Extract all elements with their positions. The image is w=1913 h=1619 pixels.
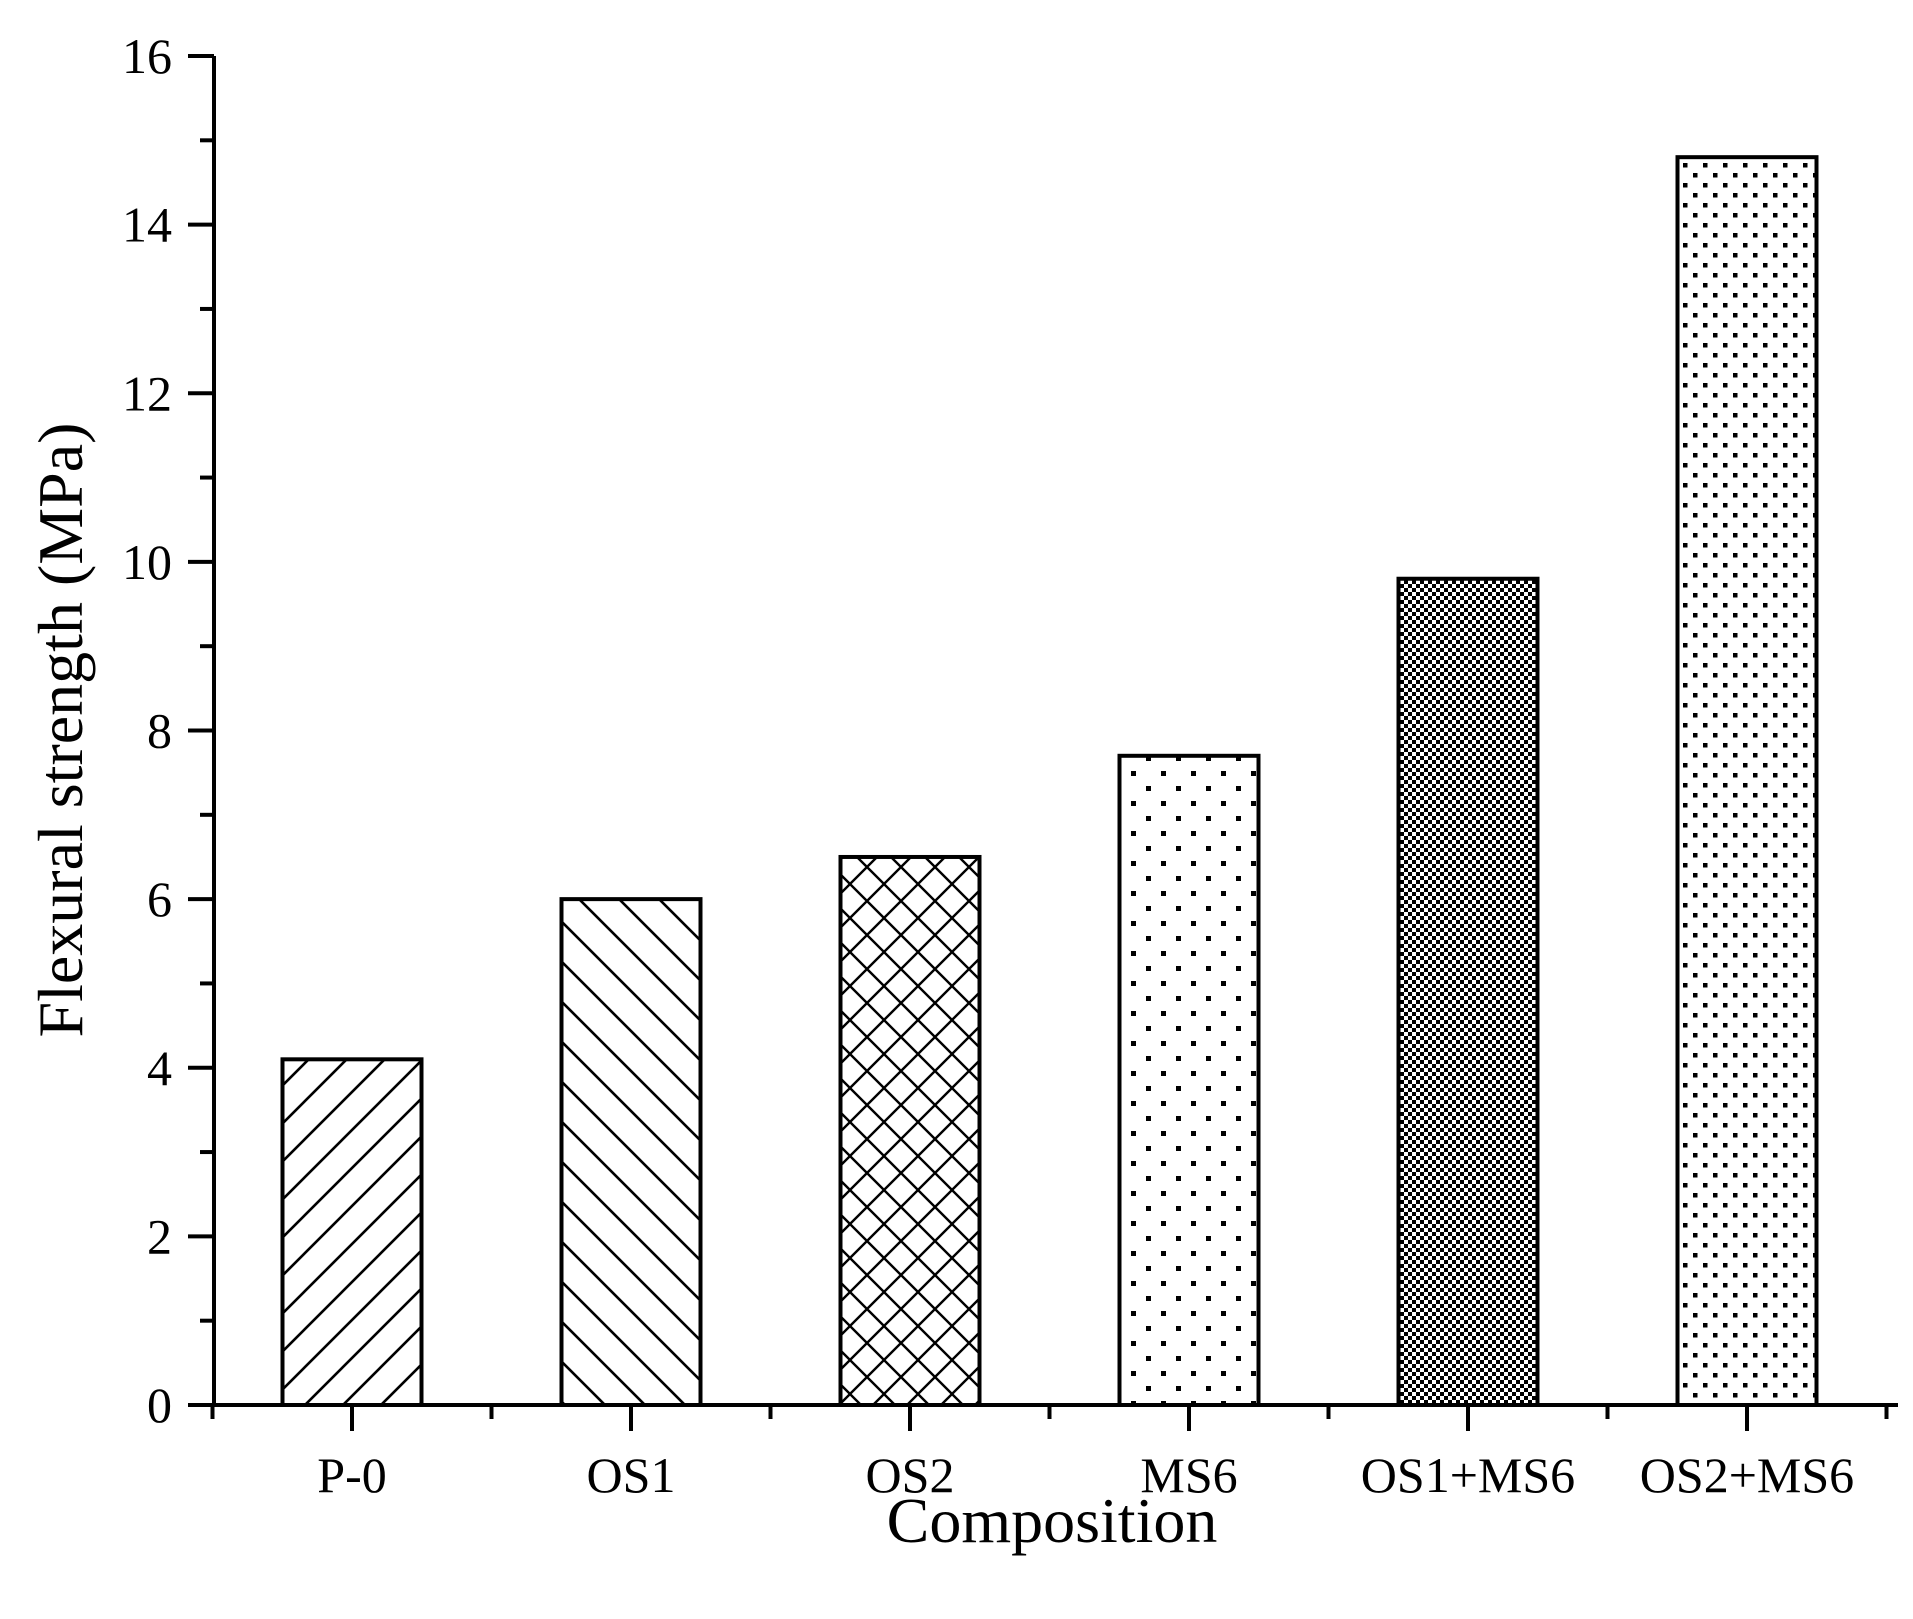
- bar-fill-os1: [561, 899, 701, 1405]
- x-tick-label: MS6: [1140, 1447, 1237, 1503]
- y-tick-label: 4: [147, 1040, 172, 1096]
- y-tick-label: 6: [147, 871, 172, 927]
- bars-group: [280, 155, 1819, 1407]
- x-tick-label: OS1: [587, 1447, 676, 1503]
- bar-fill-os2-ms6: [1677, 157, 1817, 1405]
- x-axis-title: Composition: [887, 1485, 1218, 1556]
- bar-fill-os1-ms6: [1398, 578, 1538, 1405]
- y-tick-label: 8: [147, 703, 172, 759]
- bar-fill-os2: [840, 856, 980, 1405]
- y-tick-label: 16: [122, 28, 172, 84]
- x-tick-label: OS1+MS6: [1361, 1447, 1575, 1503]
- x-tick-label: P-0: [317, 1447, 386, 1503]
- x-tick-label: OS2+MS6: [1640, 1447, 1854, 1503]
- x-axis-ticks: P-0 OS1 OS2 MS6 OS1+MS6 OS2+MS6: [210, 1405, 1889, 1503]
- y-tick-label: 12: [122, 365, 172, 421]
- y-axis-title: Flexural strength (MPa): [25, 423, 96, 1038]
- y-tick-label: 10: [122, 534, 172, 590]
- y-tick-label: 2: [147, 1208, 172, 1264]
- bar-fill-ms6: [1119, 755, 1259, 1405]
- y-tick-label: 0: [147, 1377, 172, 1433]
- x-tick-label: OS2: [866, 1447, 955, 1503]
- y-tick-label: 14: [122, 197, 172, 253]
- y-axis-ticks: 0 2 4 6 8 10 12 14 16: [122, 28, 214, 1433]
- bar-fill-p-0: [282, 1059, 422, 1405]
